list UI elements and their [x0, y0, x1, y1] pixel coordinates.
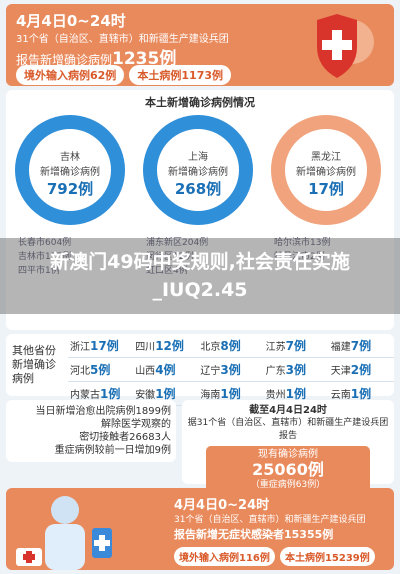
bottom-local: 本土病例15239例: [279, 547, 375, 566]
top-banner: 4月4日0~24时 31个省（自治区、直辖市）和新疆生产建设兵团 报告新增确诊病…: [6, 4, 394, 86]
current-card: 现有确诊病例 25060例 （重症病例63例）: [206, 446, 370, 494]
province: 吉林: [60, 152, 80, 163]
ring-arc: [15, 115, 125, 225]
report-text: 报告新增确诊病例: [16, 53, 113, 67]
province-cell: 广东3例: [263, 358, 329, 382]
province-cell: 浙江17例: [68, 334, 134, 358]
total: 1235例: [112, 49, 177, 69]
ring-arc: [271, 115, 381, 225]
province-count: 5例: [90, 363, 111, 377]
doctor-illustration: [16, 496, 112, 570]
source: 据31个省（自治区、直辖市）和新疆生产建设兵团报告: [187, 418, 389, 441]
province-count: 2例: [350, 363, 372, 377]
bottom-scope: 31个省（自治区、直辖市）和新疆生产建设兵团: [174, 515, 366, 525]
province-count: 7例: [285, 339, 306, 353]
overlay-band: 新澳门49码中奖规则,社会责任实施_IUQ2.45: [0, 238, 400, 314]
province-name: 天津: [330, 366, 351, 377]
scope: 31个省（自治区、直辖市）和新疆生产建设兵团: [16, 34, 229, 45]
province: 上海: [188, 152, 208, 163]
ring-label: 上海新增确诊病例 268例: [140, 148, 256, 199]
province-name: 云南: [330, 390, 351, 401]
province-count: 3例: [285, 363, 306, 377]
others-title: 其他省份新增确诊病例: [12, 344, 56, 385]
current-box: 截至4月4日24时 据31个省（自治区、直辖市）和新疆生产建设兵团报告 现有确诊…: [182, 400, 394, 494]
ring: [143, 115, 253, 225]
bottom-date: 4月4日0~24时: [174, 498, 270, 513]
province-count: 17例: [90, 339, 119, 353]
daily-box: 当日新增治愈出院病例1899例 解除医学观察的 密切接触者26683人 重症病例…: [6, 400, 176, 462]
province-count: 1例: [100, 387, 121, 401]
section-title: 本土新增确诊病例情况: [145, 96, 255, 109]
ring-label: 黑龙江新增确诊病例 17例: [268, 148, 384, 199]
province-cell: 北京8例: [198, 334, 264, 358]
province-name: 北京: [200, 342, 221, 353]
province-count: 1例: [155, 387, 176, 401]
province-name: 广东: [265, 366, 286, 377]
released-a: 解除医学观察的: [101, 419, 171, 430]
province-count: 12例: [155, 339, 184, 353]
province-cell: 天津2例: [328, 358, 394, 382]
as-of: 截至4月4日24时: [249, 405, 327, 416]
shield-icon: [317, 14, 374, 78]
province: 黑龙江: [311, 152, 341, 163]
province-name: 海南: [200, 390, 221, 401]
province-name: 安徽: [135, 390, 156, 401]
bottom-report: 报告新增无症状感染者15355例: [174, 528, 334, 541]
province-count: 4例: [155, 363, 176, 377]
province-cell: 江苏7例: [263, 334, 329, 358]
province-name: 江苏: [265, 342, 286, 353]
province-label: 新增确诊病例: [168, 167, 228, 178]
province-label: 新增确诊病例: [296, 167, 356, 178]
province-cell: 福建7例: [328, 334, 394, 358]
others-section: 其他省份新增确诊病例 浙江17例 四川12例 北京8例 江苏7例 福建7例 河北5例 山西4…: [6, 334, 394, 406]
ring-arc: [143, 115, 253, 225]
province-cell: 四川12例: [133, 334, 199, 358]
released-b: 密切接触者26683人: [79, 432, 171, 443]
province-value: 17例: [308, 180, 344, 198]
current-value: 25060例: [252, 460, 324, 479]
bottom-pills: 境外输入病例116例 本土病例15239例: [174, 546, 375, 566]
current-severe: （重症病例63例）: [250, 480, 326, 490]
province-name: 山西: [135, 366, 156, 377]
overlay-text: 新澳门49码中奖规则,社会责任实施_IUQ2.45: [50, 251, 350, 301]
province-cell: 河北5例: [68, 358, 134, 382]
province-name: 辽宁: [200, 366, 221, 377]
ring: [15, 115, 125, 225]
province-count: 7例: [350, 339, 372, 353]
cured: 当日新增治愈出院病例1899例: [35, 406, 171, 417]
province-value: 792例: [46, 180, 94, 198]
province-count: 1例: [350, 387, 372, 401]
province-label: 新增确诊病例: [40, 167, 100, 178]
province-count: 1例: [220, 387, 241, 401]
province-name: 内蒙古: [70, 390, 100, 401]
province-count: 3例: [220, 363, 241, 377]
province-cell: 山西4例: [133, 358, 199, 382]
bottom-imported: 境外输入病例116例: [174, 547, 275, 566]
imported: 境外输入病例62例: [16, 65, 125, 85]
ring-label: 吉林新增确诊病例 792例: [12, 148, 128, 199]
province-name: 四川: [135, 342, 156, 353]
province-count: 1例: [285, 387, 306, 401]
local: 本土病例1173例: [129, 65, 232, 85]
province-cell: 辽宁3例: [198, 358, 264, 382]
others-grid: 浙江17例 四川12例 北京8例 江苏7例 福建7例 河北5例 山西4例 辽宁3例 广东3例 天津…: [68, 334, 394, 406]
bottom-banner: 4月4日0~24时 31个省（自治区、直辖市）和新疆生产建设兵团 报告新增无症状…: [6, 488, 394, 570]
province-name: 河北: [70, 366, 90, 377]
province-name: 浙江: [70, 342, 90, 353]
province-count: 8例: [220, 339, 241, 353]
province-name: 福建: [330, 342, 351, 353]
province-value: 268例: [174, 180, 222, 198]
pills: 境外输入病例62例 本土病例1173例: [16, 64, 232, 85]
current-label: 现有确诊病例: [258, 449, 318, 460]
date: 4月4日0~24时: [16, 12, 126, 30]
ring: [271, 115, 381, 225]
report: 报告新增确诊病例1235例: [16, 44, 176, 69]
province-name: 贵州: [265, 390, 286, 401]
severe: 重症病例较前一日增加9例: [54, 445, 171, 456]
